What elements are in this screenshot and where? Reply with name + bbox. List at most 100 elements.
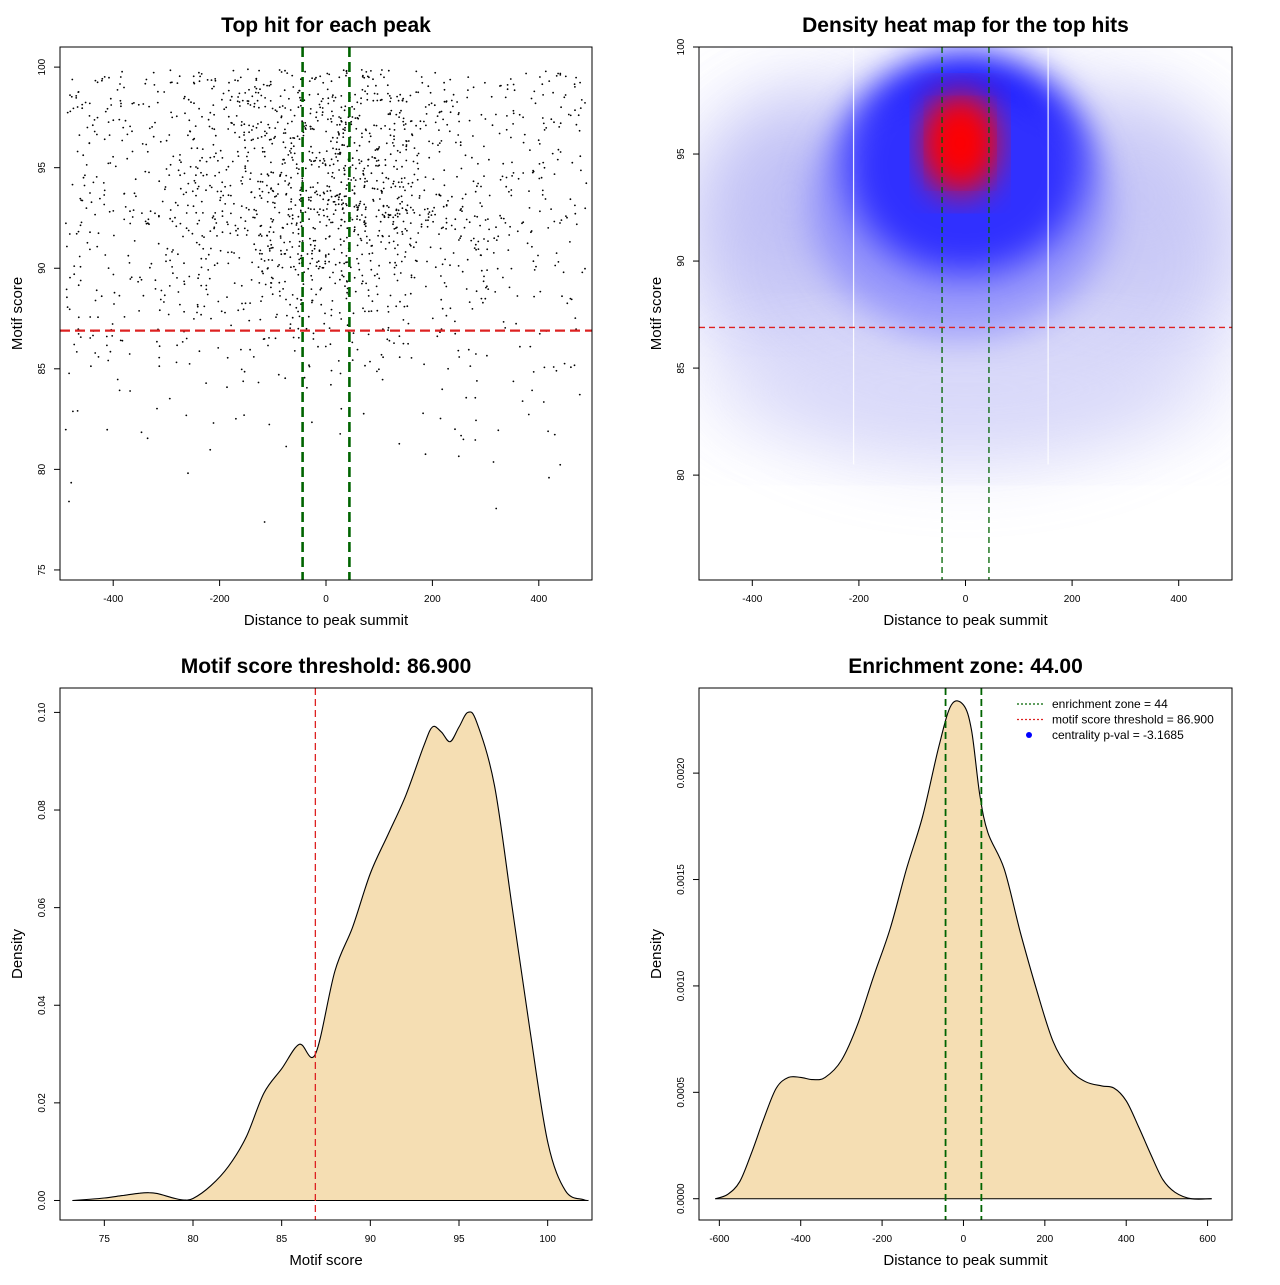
- scatter-point: [377, 234, 379, 237]
- scatter-point: [79, 265, 82, 268]
- scatter-point: [532, 260, 535, 263]
- scatter-point: [165, 139, 168, 142]
- scatter-point: [543, 366, 546, 369]
- scatter-point: [412, 209, 414, 211]
- scatter-point: [569, 198, 572, 201]
- scatter-point: [398, 356, 401, 359]
- scatter-point: [338, 132, 340, 135]
- scatter-point: [131, 216, 134, 218]
- scatter-point: [340, 203, 343, 206]
- scatter-point: [69, 94, 71, 96]
- scatter-point: [270, 217, 272, 220]
- scatter-point: [353, 185, 356, 188]
- scatter-point: [90, 201, 93, 204]
- scatter-point: [254, 86, 256, 88]
- scatter-point: [258, 252, 261, 255]
- scatter-point: [124, 119, 127, 122]
- scatter-point: [558, 126, 561, 128]
- scatter-point: [388, 95, 391, 97]
- scatter-point: [251, 95, 254, 98]
- scatter-point: [346, 287, 349, 290]
- scatter-point: [388, 241, 391, 244]
- scatter-point: [108, 134, 111, 137]
- x-tick-label: 95: [453, 1234, 465, 1245]
- scatter-point: [381, 192, 383, 194]
- scatter-point: [95, 289, 98, 292]
- scatter-point: [89, 316, 92, 318]
- scatter-point: [305, 327, 308, 330]
- scatter-point: [118, 118, 121, 121]
- scatter-point: [429, 91, 432, 94]
- scatter-point: [333, 177, 336, 179]
- scatter-point: [366, 75, 369, 78]
- scatter-point: [305, 124, 307, 127]
- scatter-point: [322, 81, 325, 84]
- scatter-point: [563, 96, 566, 99]
- scatter-point: [407, 182, 410, 185]
- scatter-point: [555, 252, 558, 255]
- scatter-point: [387, 311, 390, 313]
- scatter-point: [338, 76, 341, 79]
- scatter-point: [299, 96, 301, 99]
- scatter-point: [279, 235, 282, 238]
- scatter-point: [392, 216, 395, 219]
- scatter-point: [185, 227, 188, 230]
- scatter-point: [300, 104, 302, 107]
- scatter-point: [395, 209, 398, 212]
- scatter-point: [424, 106, 427, 108]
- scatter-point: [301, 180, 304, 182]
- scatter-point: [81, 199, 84, 202]
- scatter-point: [261, 252, 263, 255]
- scatter-point: [263, 260, 266, 262]
- scatter-point: [295, 167, 298, 170]
- scatter-point: [530, 97, 533, 100]
- scatter-point: [510, 189, 513, 191]
- scatter-point: [573, 364, 576, 367]
- scatter-point: [364, 208, 367, 211]
- legend-label: centrality p-val = -3.1685: [1052, 728, 1184, 742]
- scatter-point: [566, 216, 568, 219]
- scatter-point: [356, 149, 358, 152]
- scatter-point: [438, 233, 440, 236]
- scatter-point: [371, 300, 374, 303]
- scatter-point: [461, 197, 464, 200]
- scatter-point: [353, 142, 356, 144]
- y-tick-label: 90: [37, 262, 48, 274]
- scatter-point: [553, 173, 556, 176]
- scatter-point: [126, 157, 129, 160]
- scatter-point: [522, 221, 525, 224]
- scatter-point: [109, 162, 112, 164]
- scatter-point: [70, 95, 73, 98]
- y-tick-label: 0.0015: [676, 864, 687, 895]
- scatter-point: [389, 294, 392, 297]
- scatter-point: [70, 481, 73, 484]
- scatter-point: [379, 198, 381, 200]
- scatter-point: [543, 166, 546, 169]
- scatter-point: [455, 141, 457, 144]
- scatter-point: [445, 221, 448, 224]
- scatter-point: [521, 222, 523, 225]
- legend-label: enrichment zone = 44: [1052, 697, 1168, 711]
- scatter-point: [255, 209, 257, 212]
- scatter-point: [280, 253, 283, 256]
- scatter-point: [81, 107, 84, 110]
- scatter-point: [168, 397, 171, 400]
- scatter-point: [574, 109, 576, 112]
- scatter-point: [581, 271, 584, 274]
- scatter-point: [495, 507, 498, 510]
- scatter-point: [120, 102, 122, 105]
- scatter-point: [528, 207, 531, 209]
- scatter-point: [268, 337, 270, 339]
- scatter-point: [370, 310, 373, 312]
- x-tick-label: -400: [791, 1234, 811, 1245]
- scatter-point: [395, 264, 398, 267]
- scatter-point: [298, 138, 301, 141]
- scatter-point: [396, 149, 399, 152]
- scatter-point: [380, 98, 383, 101]
- scatter-point: [220, 310, 223, 313]
- scatter-point: [417, 167, 420, 170]
- scatter-point: [290, 266, 292, 269]
- scatter-point: [351, 218, 354, 221]
- scatter-point: [437, 144, 439, 147]
- scatter-point: [261, 181, 264, 183]
